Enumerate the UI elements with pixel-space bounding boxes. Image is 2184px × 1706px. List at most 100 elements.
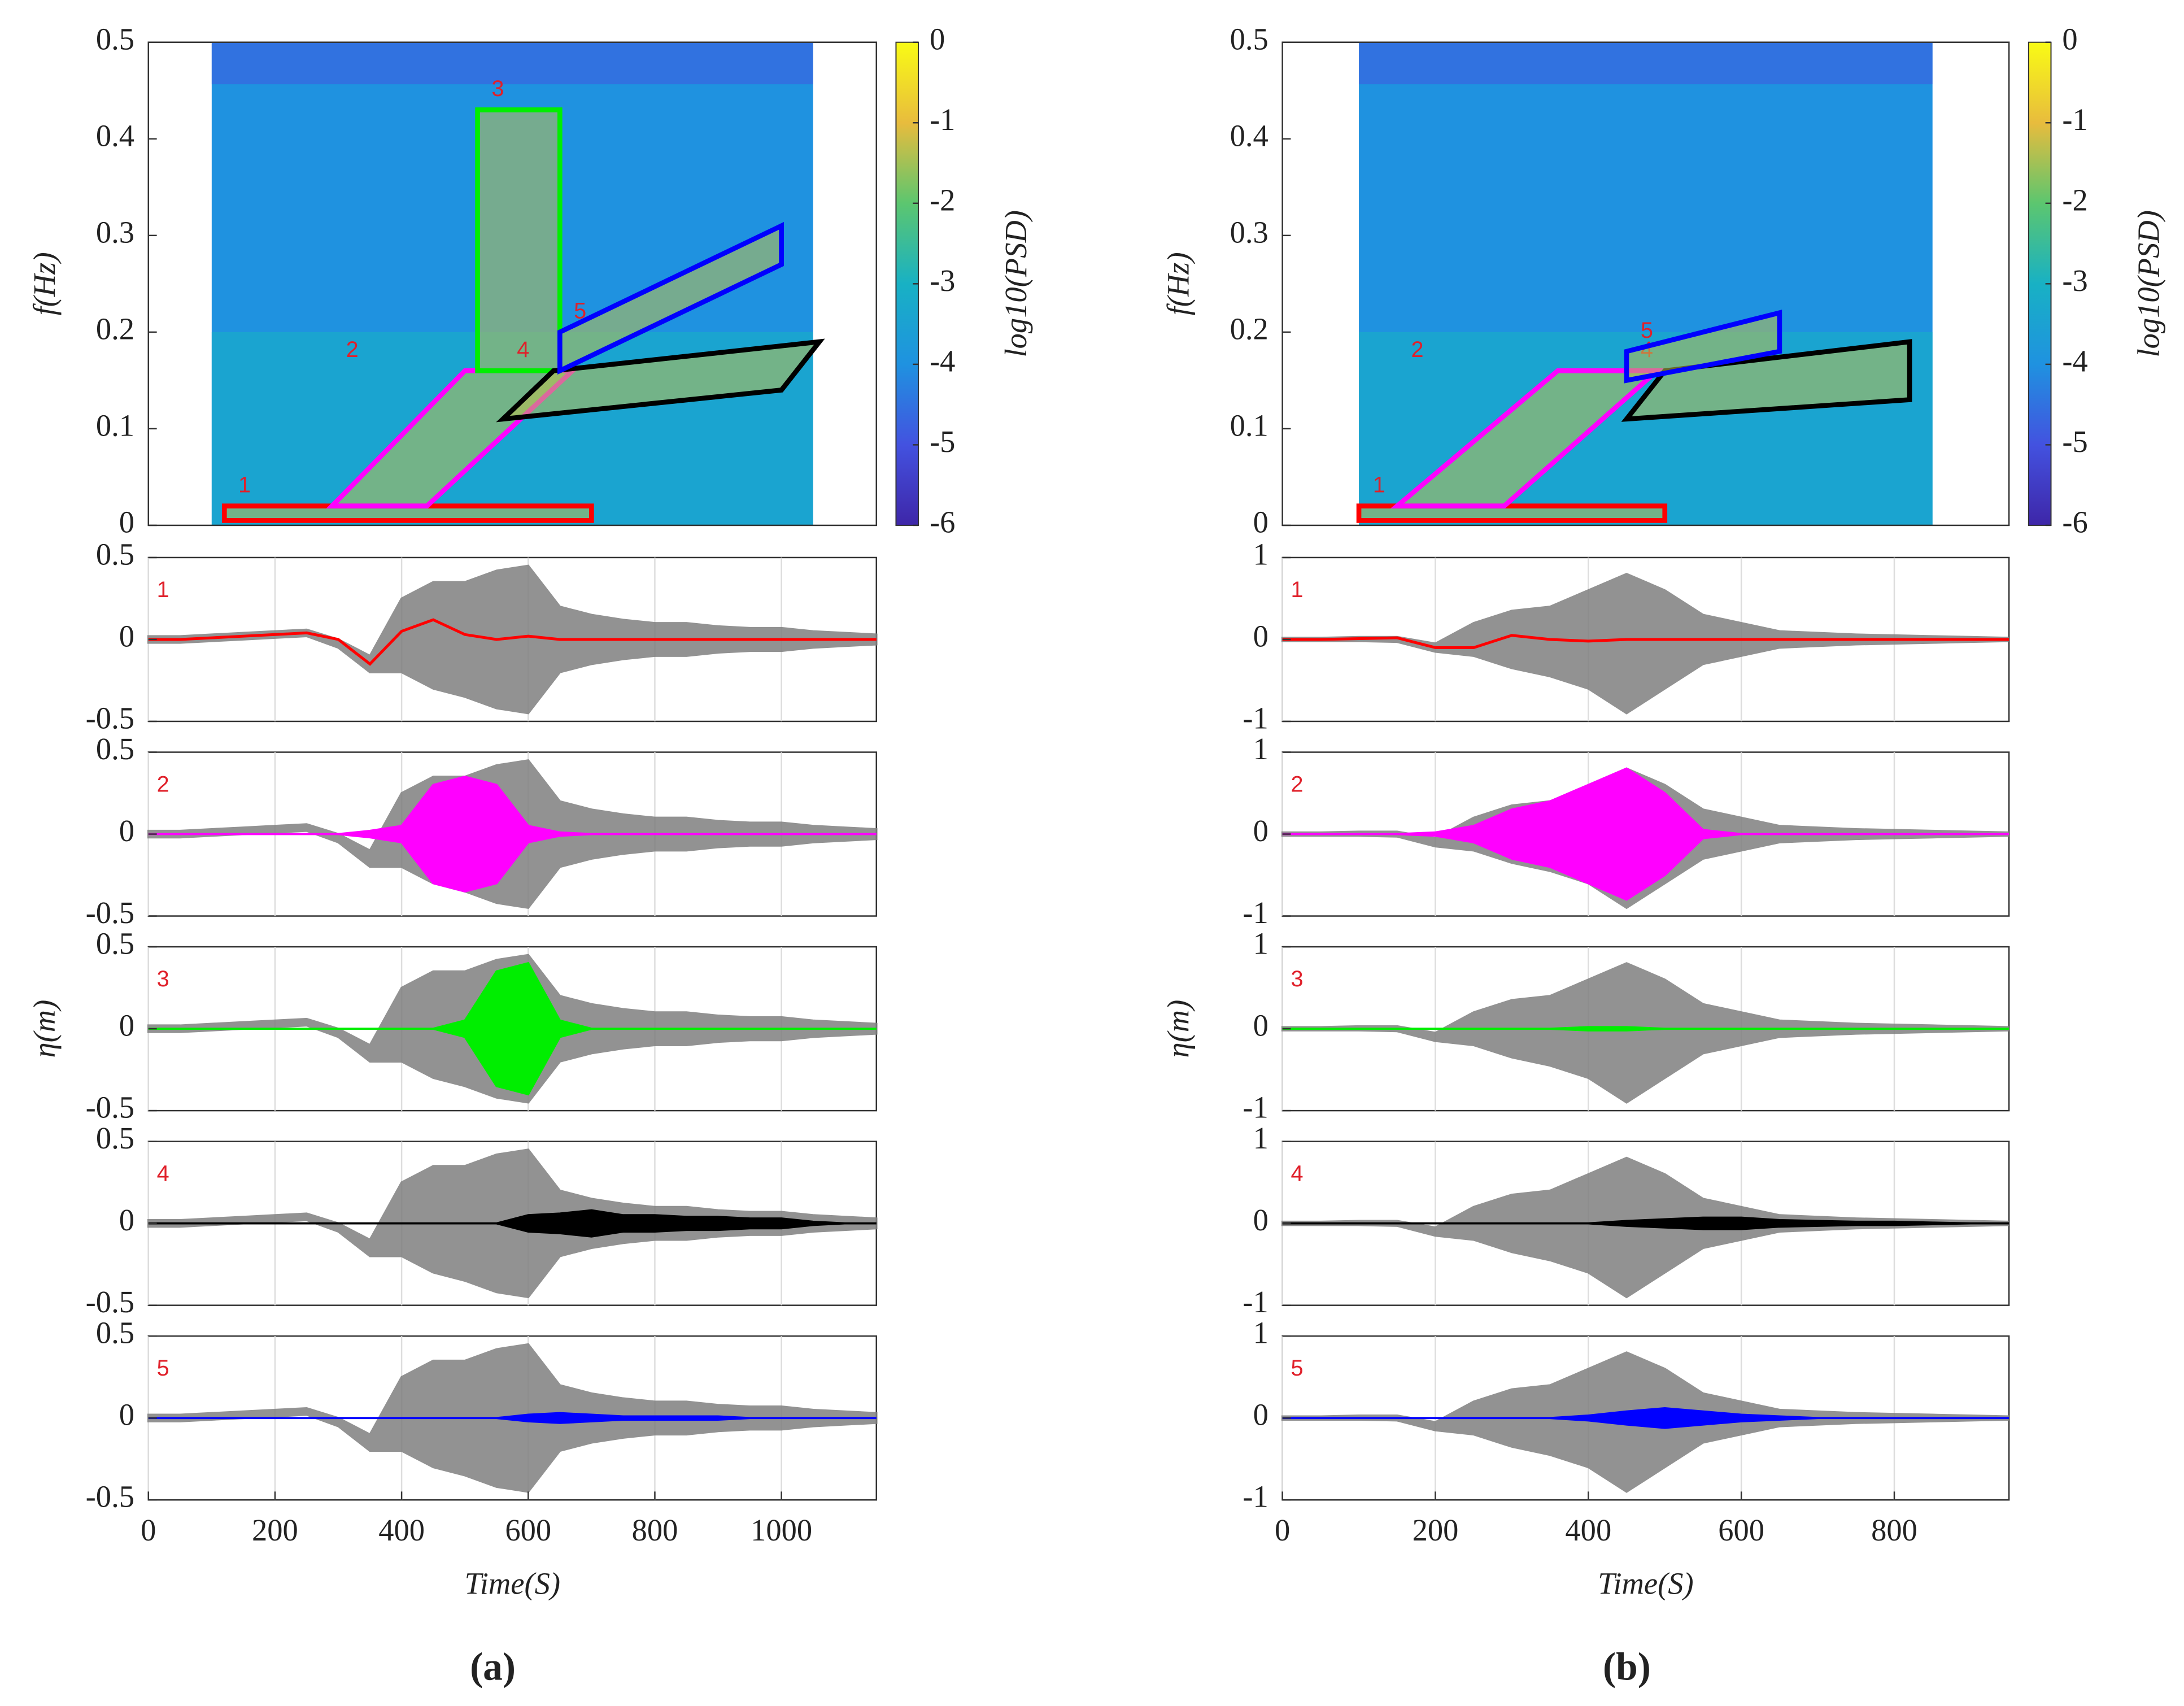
component-envelope bbox=[148, 1412, 877, 1424]
component-label: 2 bbox=[1291, 772, 1303, 797]
component-envelope bbox=[148, 1209, 877, 1238]
region-label: 4 bbox=[517, 337, 529, 362]
y-tick-label: 0 bbox=[1253, 1203, 1268, 1237]
component-envelope bbox=[1282, 1026, 2009, 1032]
y-tick-label: 0.5 bbox=[96, 1316, 134, 1350]
y-tick-label: 0 bbox=[1253, 1398, 1268, 1432]
x-tick-label: 0 bbox=[1275, 1513, 1290, 1547]
y-tick-label: 0.5 bbox=[96, 21, 134, 56]
colorbar-tick-label: -3 bbox=[2062, 263, 2087, 298]
y-tick-label: -1 bbox=[1243, 1479, 1268, 1514]
y-tick-label: -0.5 bbox=[86, 1479, 134, 1514]
y-tick-label: 0 bbox=[1253, 1008, 1268, 1043]
y-tick-label: 0.1 bbox=[1230, 408, 1268, 442]
x-axis-label: Time(S) bbox=[464, 1566, 560, 1600]
colorbar-tick-label: -6 bbox=[930, 504, 955, 539]
y-tick-label: 1 bbox=[1253, 1121, 1268, 1155]
y-tick-label: 1 bbox=[1253, 732, 1268, 766]
observed-envelope bbox=[147, 564, 878, 715]
component-label: 3 bbox=[157, 967, 169, 991]
component-label: 4 bbox=[157, 1161, 169, 1186]
region-label: 1 bbox=[1373, 473, 1385, 498]
component-label: 1 bbox=[1291, 577, 1303, 602]
y-tick-label: 0 bbox=[119, 813, 134, 848]
y-tick-label: 0.1 bbox=[96, 408, 134, 442]
y-tick-label: -1 bbox=[1243, 895, 1268, 930]
component-line bbox=[1282, 634, 2009, 649]
region-label: 2 bbox=[1411, 337, 1424, 362]
component-label: 2 bbox=[157, 772, 169, 797]
region-label: 2 bbox=[346, 337, 359, 362]
y-tick-label: 1 bbox=[1253, 1316, 1268, 1350]
y-tick-label: -1 bbox=[1243, 1090, 1268, 1125]
y-tick-label: -0.5 bbox=[86, 701, 134, 736]
region-label: 5 bbox=[1641, 318, 1653, 343]
component-envelope bbox=[1282, 1216, 2009, 1230]
colorbar-tick-label: -3 bbox=[930, 263, 955, 298]
y-axis-label: η(m) bbox=[27, 1000, 62, 1058]
colorbar-tick-label: -1 bbox=[2062, 102, 2087, 137]
panel-caption: (b) bbox=[1603, 1646, 1651, 1689]
y-tick-label: 0.5 bbox=[96, 537, 134, 571]
region-energy bbox=[1359, 506, 1665, 521]
y-tick-label: 0.2 bbox=[96, 311, 134, 346]
component-label: 4 bbox=[1291, 1161, 1303, 1186]
colorbar-tick-label: -1 bbox=[930, 102, 955, 137]
y-tick-label: 0 bbox=[1253, 504, 1268, 539]
region-label: 5 bbox=[574, 299, 586, 324]
y-tick-label: 0.3 bbox=[1230, 215, 1268, 249]
region-energy bbox=[1397, 371, 1658, 506]
component-line bbox=[148, 618, 877, 666]
component-label: 5 bbox=[157, 1356, 169, 1381]
region-label: 3 bbox=[491, 76, 504, 101]
region-outline bbox=[1624, 310, 1782, 384]
colorbar-label: log10(PSD) bbox=[999, 210, 1033, 357]
y-axis-label: f(Hz) bbox=[27, 252, 62, 315]
region-energy bbox=[560, 225, 782, 371]
x-tick-label: 400 bbox=[378, 1513, 425, 1547]
x-tick-label: 1000 bbox=[751, 1513, 812, 1547]
y-tick-label: 0.3 bbox=[96, 215, 134, 249]
region-energy bbox=[503, 341, 819, 419]
y-axis-label: η(m) bbox=[1161, 1000, 1196, 1058]
spectrogram-top-band bbox=[1359, 42, 1933, 85]
y-tick-label: -0.5 bbox=[86, 1285, 134, 1319]
region-energy bbox=[332, 371, 573, 506]
region-energy bbox=[224, 506, 592, 521]
axes-frame bbox=[147, 41, 877, 526]
colorbar-tick-label: -2 bbox=[2062, 182, 2087, 217]
x-tick-label: 800 bbox=[1871, 1513, 1917, 1547]
y-tick-label: 0 bbox=[119, 504, 134, 539]
x-tick-label: 800 bbox=[632, 1513, 678, 1547]
colorbar-tick-label: -6 bbox=[2062, 504, 2087, 539]
y-tick-label: 0 bbox=[119, 619, 134, 653]
colorbar-label: log10(PSD) bbox=[2131, 210, 2166, 357]
y-tick-label: 0 bbox=[1253, 619, 1268, 653]
x-axis-label: Time(S) bbox=[1598, 1566, 1694, 1600]
region-energy bbox=[1627, 341, 1910, 419]
colorbar-tick-label: -5 bbox=[2062, 424, 2087, 459]
x-tick-label: 600 bbox=[505, 1513, 551, 1547]
component-label: 3 bbox=[1291, 967, 1303, 991]
x-tick-label: 600 bbox=[1718, 1513, 1764, 1547]
panel-caption: (a) bbox=[470, 1646, 516, 1689]
region-energy bbox=[1627, 312, 1780, 381]
x-tick-label: 200 bbox=[252, 1513, 298, 1547]
colorbar-tick-label: -5 bbox=[930, 424, 955, 459]
y-tick-label: -0.5 bbox=[86, 1090, 134, 1125]
x-tick-label: 200 bbox=[1413, 1513, 1459, 1547]
x-tick-label: 0 bbox=[141, 1513, 156, 1547]
observed-envelope bbox=[1281, 962, 2011, 1104]
y-tick-label: 0 bbox=[119, 1203, 134, 1237]
y-tick-label: 0.5 bbox=[96, 732, 134, 766]
component-envelope bbox=[148, 961, 877, 1096]
region-outline bbox=[496, 338, 825, 423]
region-outline bbox=[475, 107, 563, 373]
y-tick-label: 0.5 bbox=[96, 926, 134, 961]
y-tick-label: 0 bbox=[1253, 813, 1268, 848]
observed-envelope bbox=[1281, 572, 2011, 715]
colorbar-tick-label: -4 bbox=[930, 343, 955, 378]
colorbar-tick-label: -4 bbox=[2062, 343, 2087, 378]
